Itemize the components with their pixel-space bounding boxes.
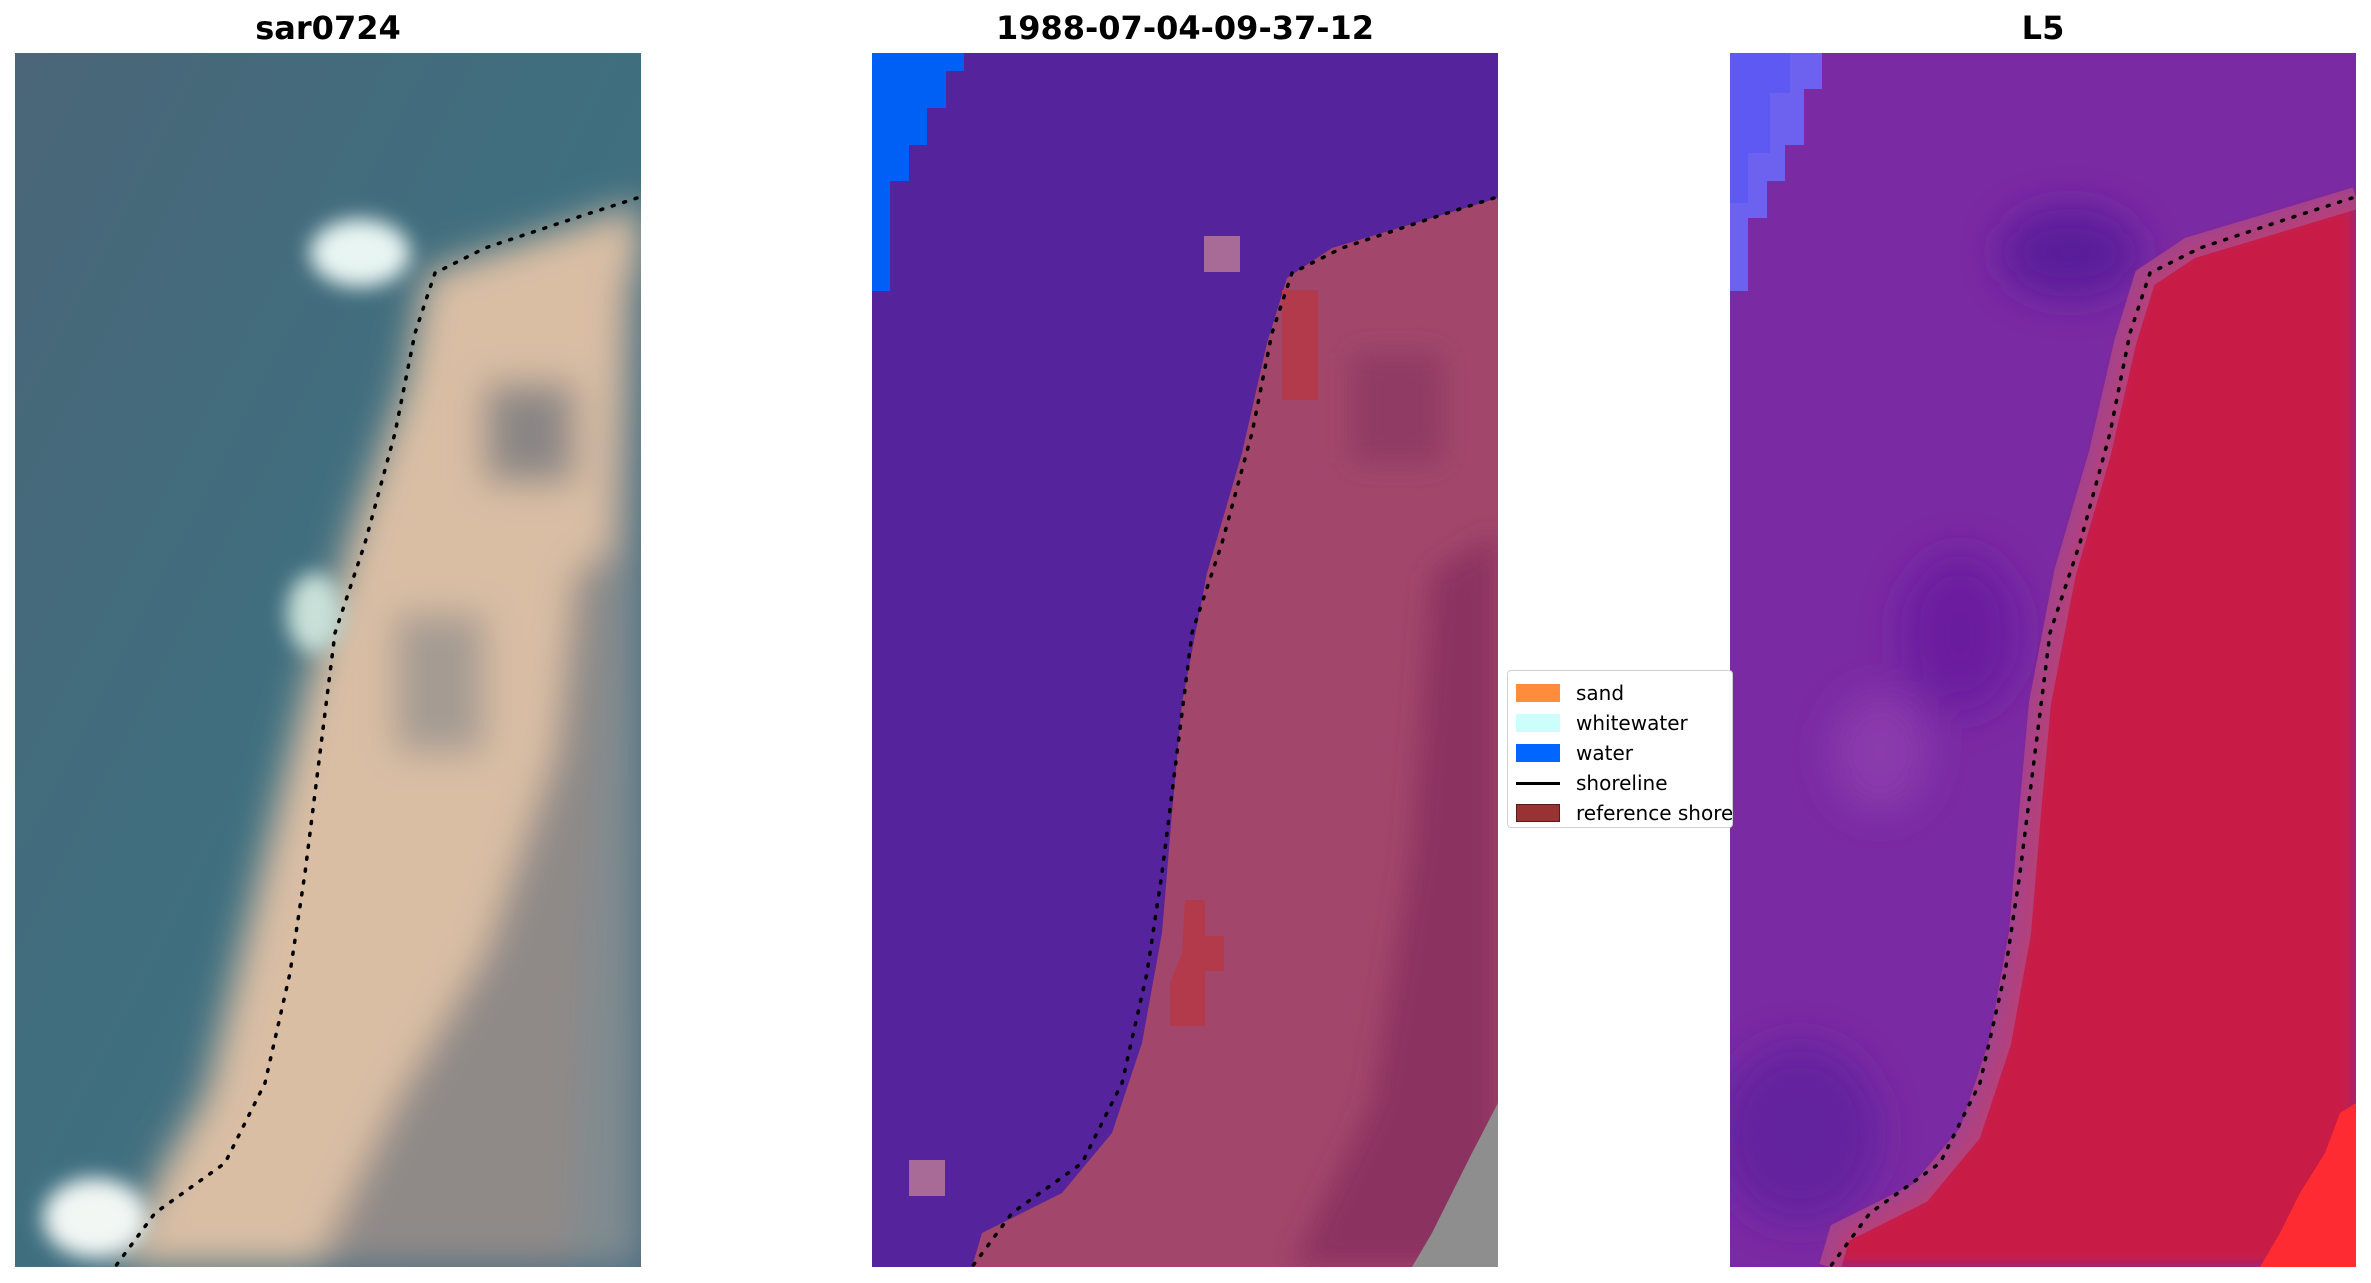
legend-label: water — [1576, 741, 1633, 765]
classified-image-panel — [872, 53, 1498, 1267]
whitewater-swatch — [1516, 714, 1560, 732]
index-image-panel — [1730, 53, 2356, 1267]
sand-swatch — [1516, 684, 1560, 702]
legend: sand whitewater water shoreline referenc… — [1507, 670, 1733, 828]
rgb-image — [15, 53, 641, 1267]
panel-title-rgb: sar0724 — [255, 9, 401, 47]
legend-item-reference-shoreline: reference shoreline — [1516, 800, 1733, 826]
rgb-image-panel — [15, 53, 641, 1267]
panel-title-index: L5 — [2021, 9, 2065, 47]
legend-item-whitewater: whitewater — [1516, 710, 1688, 736]
legend-item-sand: sand — [1516, 680, 1624, 706]
legend-label: reference shoreline — [1576, 801, 1733, 825]
legend-item-shoreline: shoreline — [1516, 770, 1668, 796]
legend-item-water: water — [1516, 740, 1633, 766]
water-swatch — [1516, 744, 1560, 762]
legend-label: whitewater — [1576, 711, 1688, 735]
panel-title-classified: 1988-07-04-09-37-12 — [995, 9, 1375, 47]
legend-label: sand — [1576, 681, 1625, 705]
reference-shoreline-swatch — [1516, 804, 1560, 822]
shoreline-line-icon — [1516, 781, 1560, 785]
classified-image — [872, 53, 1498, 1267]
legend-label: shoreline — [1576, 771, 1668, 795]
index-image — [1730, 53, 2356, 1267]
